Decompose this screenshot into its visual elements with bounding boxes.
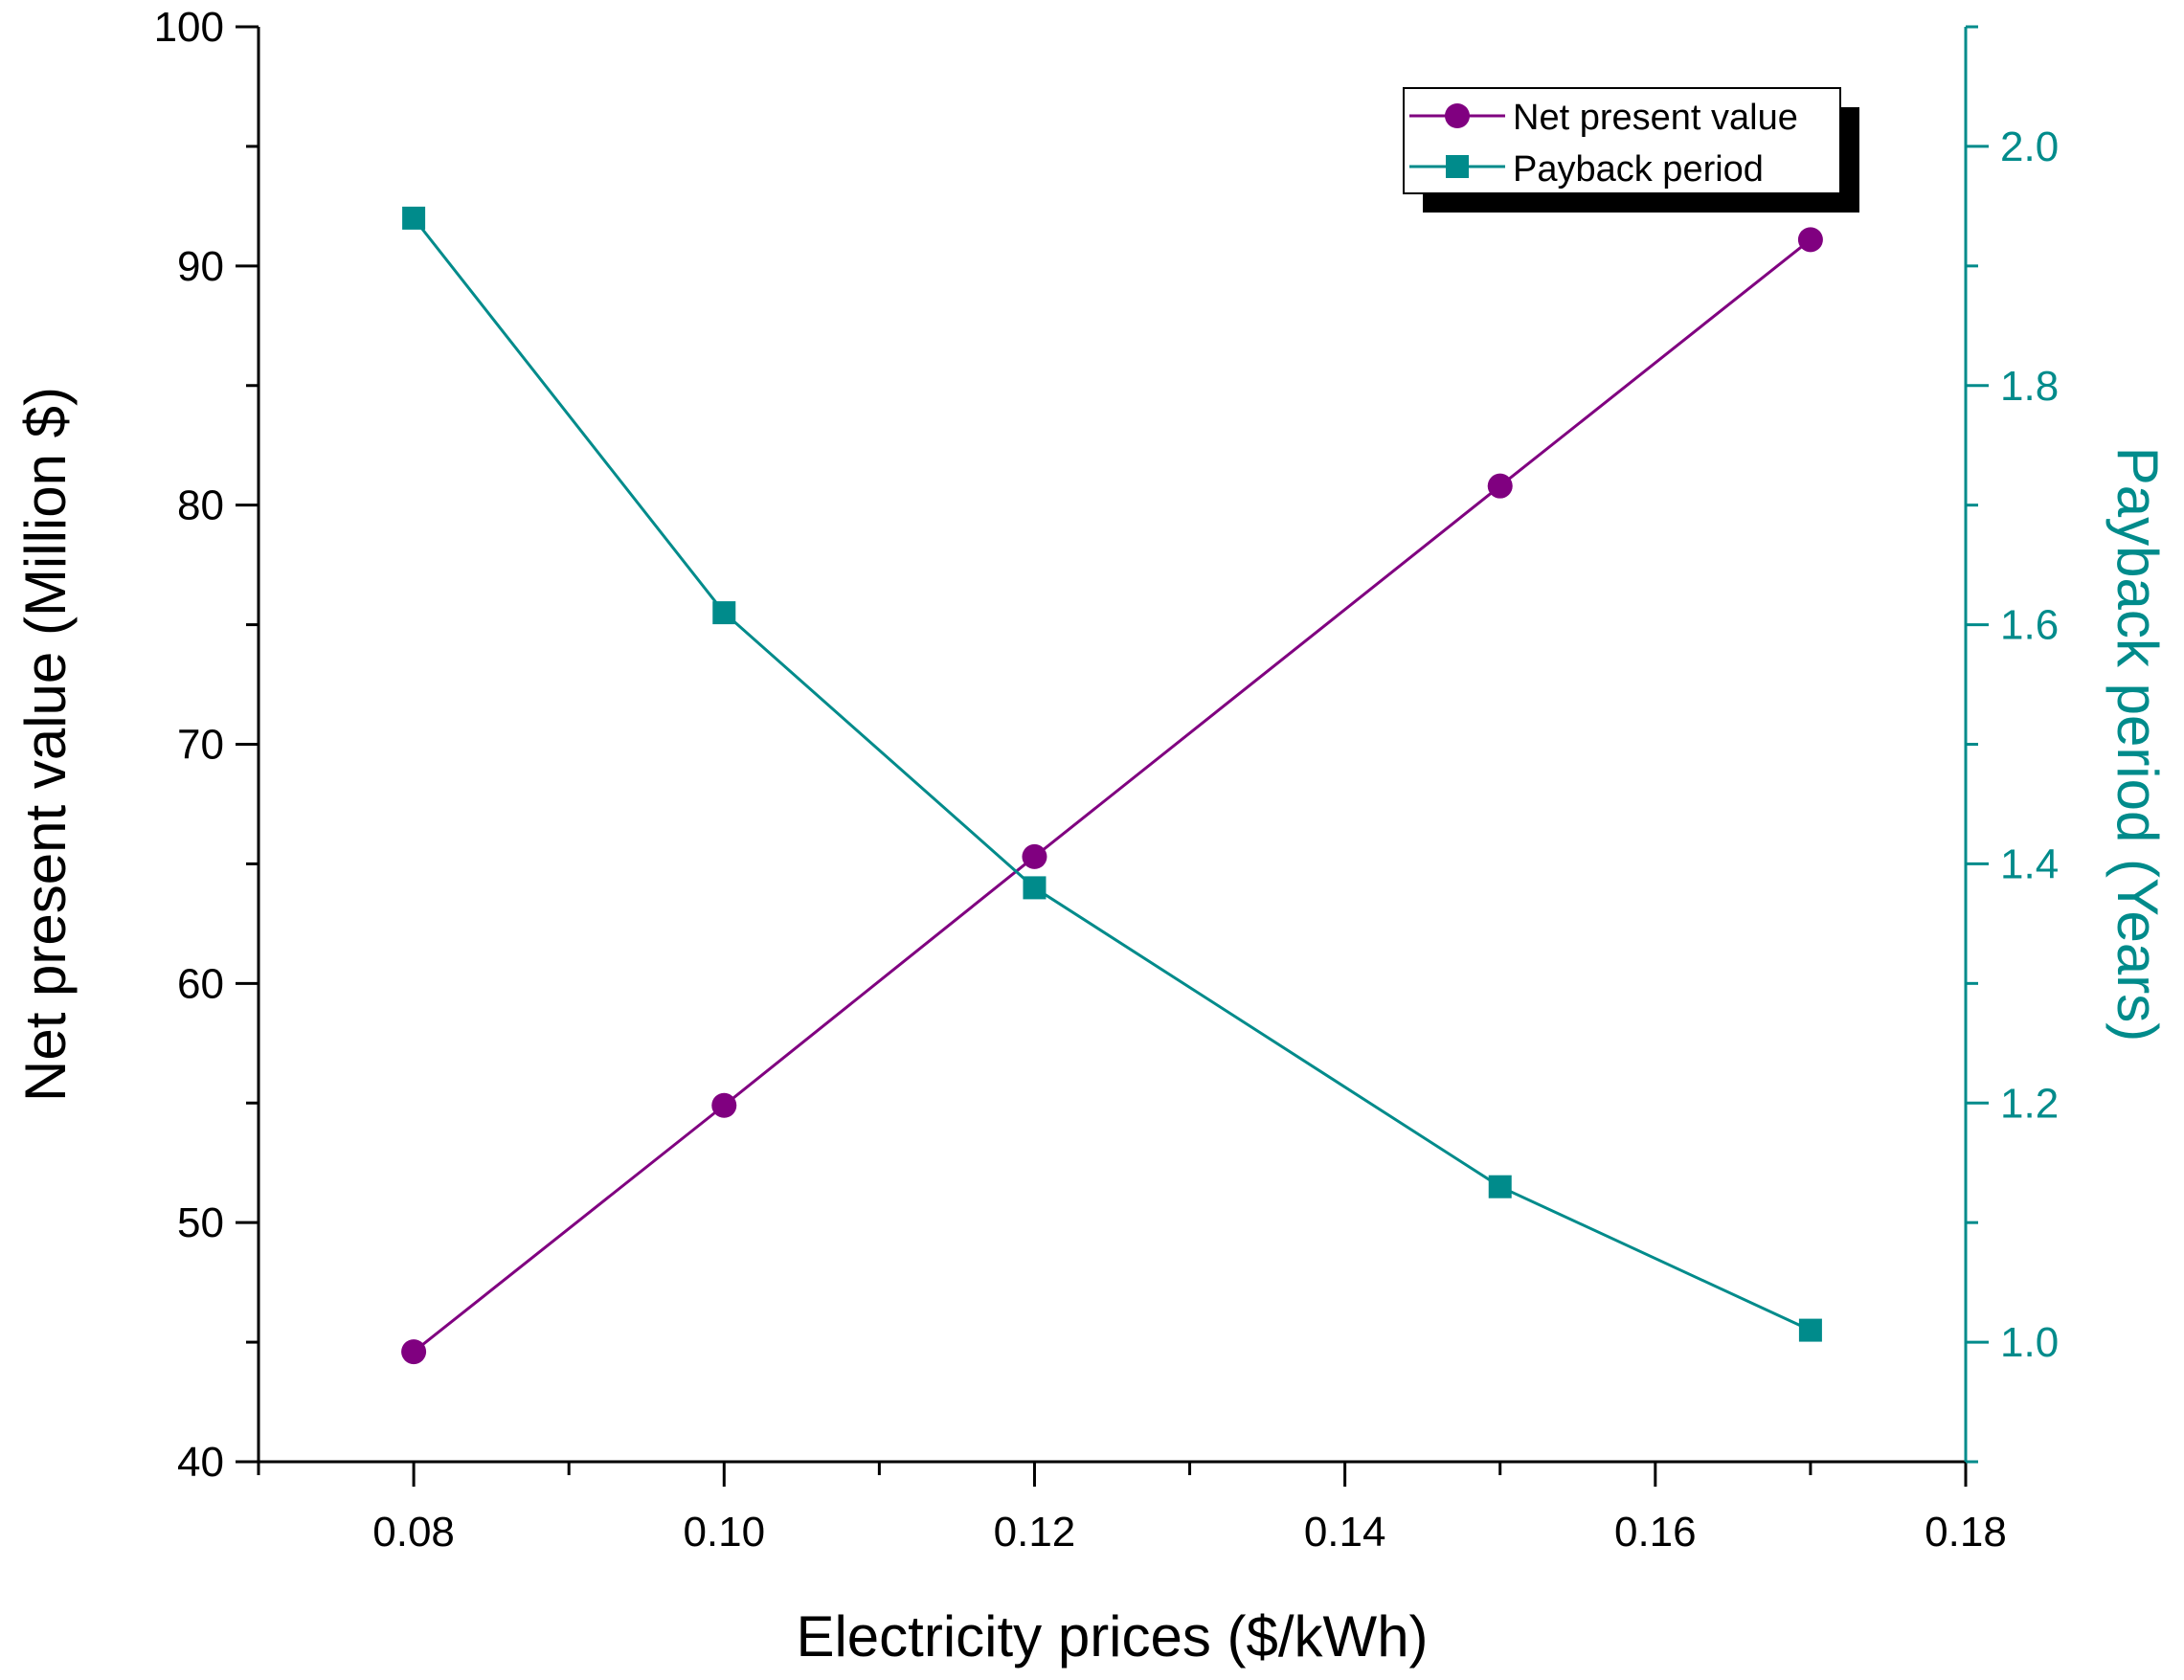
data-series bbox=[401, 206, 1823, 1365]
y2-tick-label: 1.4 bbox=[2000, 840, 2059, 887]
payback-point bbox=[1023, 876, 1047, 900]
series-line-payback-period bbox=[412, 216, 1812, 1332]
y-axis-right-title: Payback period (Years) bbox=[2105, 447, 2170, 1042]
y-tick-label: 70 bbox=[177, 722, 224, 769]
npv-point bbox=[1797, 227, 1823, 253]
npv-point bbox=[1487, 473, 1513, 499]
x-tick-label: 0.08 bbox=[372, 1509, 455, 1556]
y2-tick-label: 1.0 bbox=[2000, 1319, 2059, 1366]
y-tick-label: 40 bbox=[177, 1439, 224, 1486]
legend: Net present value Payback period bbox=[1403, 87, 1859, 213]
npv-point bbox=[401, 1339, 427, 1365]
y2-tick-label: 1.8 bbox=[2000, 363, 2059, 410]
payback-point bbox=[1488, 1175, 1512, 1198]
legend-marker-net-present-value bbox=[1445, 103, 1470, 128]
legend-marker-payback-period bbox=[1446, 155, 1469, 178]
x-tick-label: 0.12 bbox=[994, 1509, 1076, 1556]
y-tick-label: 90 bbox=[177, 243, 224, 290]
y2-tick-label: 1.6 bbox=[2000, 602, 2059, 649]
y-axis-left-title: Net present value (Million $) bbox=[13, 387, 78, 1102]
x-tick-label: 0.10 bbox=[683, 1509, 765, 1556]
y-tick-label: 100 bbox=[154, 4, 224, 51]
payback-point bbox=[712, 601, 736, 625]
y2-tick-label: 1.2 bbox=[2000, 1080, 2059, 1127]
npv-point bbox=[711, 1092, 737, 1118]
legend-label-net-present-value: Net present value bbox=[1513, 98, 1798, 138]
y-tick-label: 60 bbox=[177, 960, 224, 1007]
x-axis-title: Electricity prices ($/kWh) bbox=[796, 1604, 1428, 1669]
npv-point bbox=[1022, 843, 1047, 869]
legend-label-payback-period: Payback period bbox=[1513, 149, 1764, 190]
legend-box bbox=[1403, 87, 1841, 194]
axis-ticks: 0.08 0.10 0.12 0.14 0.16 0.18 40 50 60 70 80 90 100 1… bbox=[154, 4, 2060, 1556]
payback-point bbox=[1798, 1318, 1822, 1342]
series-line-net-present-value bbox=[413, 238, 1812, 1354]
x-tick-label: 0.16 bbox=[1614, 1509, 1697, 1556]
y2-tick-label: 2.0 bbox=[2000, 123, 2059, 170]
x-tick-label: 0.18 bbox=[1925, 1509, 2007, 1556]
y-tick-label: 50 bbox=[177, 1199, 224, 1246]
plot-frame bbox=[257, 27, 1968, 1464]
payback-point bbox=[402, 206, 426, 230]
x-tick-label: 0.14 bbox=[1304, 1509, 1386, 1556]
y-tick-label: 80 bbox=[177, 482, 224, 529]
